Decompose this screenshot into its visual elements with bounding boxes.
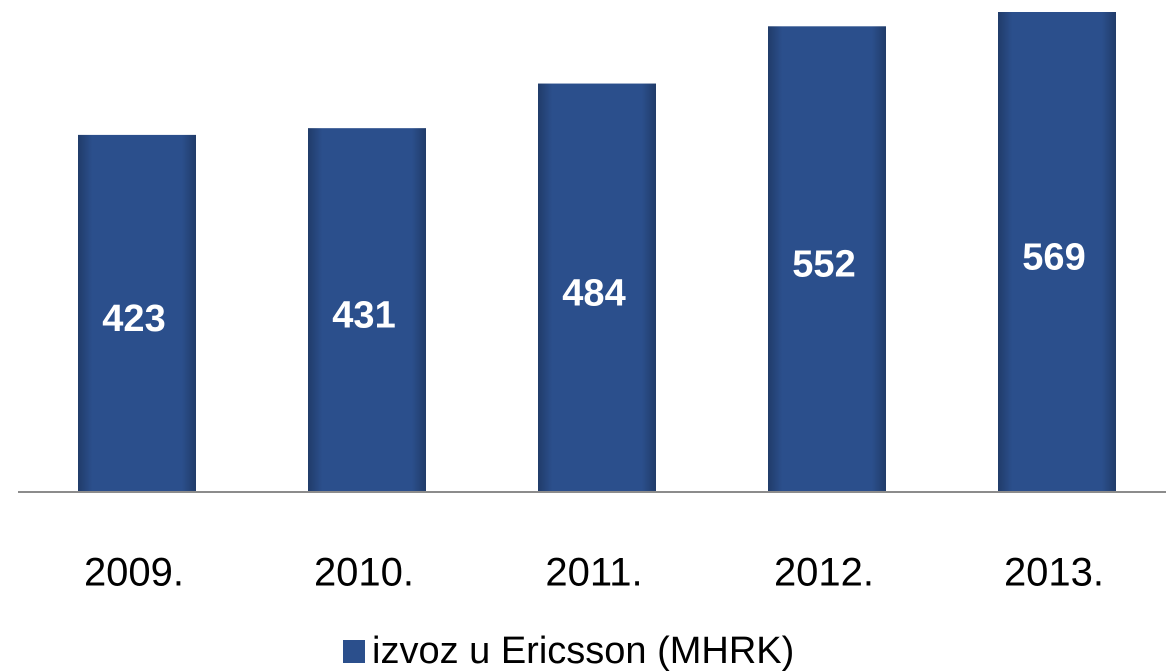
x-tick-label: 2010. bbox=[314, 551, 414, 595]
bar-shade bbox=[998, 12, 1116, 491]
value-label: 569 bbox=[1022, 237, 1085, 279]
legend-swatch bbox=[343, 640, 365, 663]
bar-shade bbox=[308, 128, 426, 491]
x-tick-label: 2011. bbox=[545, 551, 642, 595]
x-tick-label: 2012. bbox=[774, 551, 874, 595]
legend-label: izvoz u Ericsson (MHRK) bbox=[372, 630, 794, 672]
bar-shade bbox=[538, 83, 656, 491]
bar-shade bbox=[78, 134, 196, 491]
x-tick-label: 2013. bbox=[1004, 551, 1104, 595]
bar-shade bbox=[768, 26, 886, 492]
value-label: 552 bbox=[792, 244, 855, 286]
value-label: 431 bbox=[332, 295, 395, 337]
value-label: 484 bbox=[562, 272, 625, 314]
value-label: 423 bbox=[102, 298, 165, 340]
x-tick-label: 2009. bbox=[84, 551, 184, 595]
